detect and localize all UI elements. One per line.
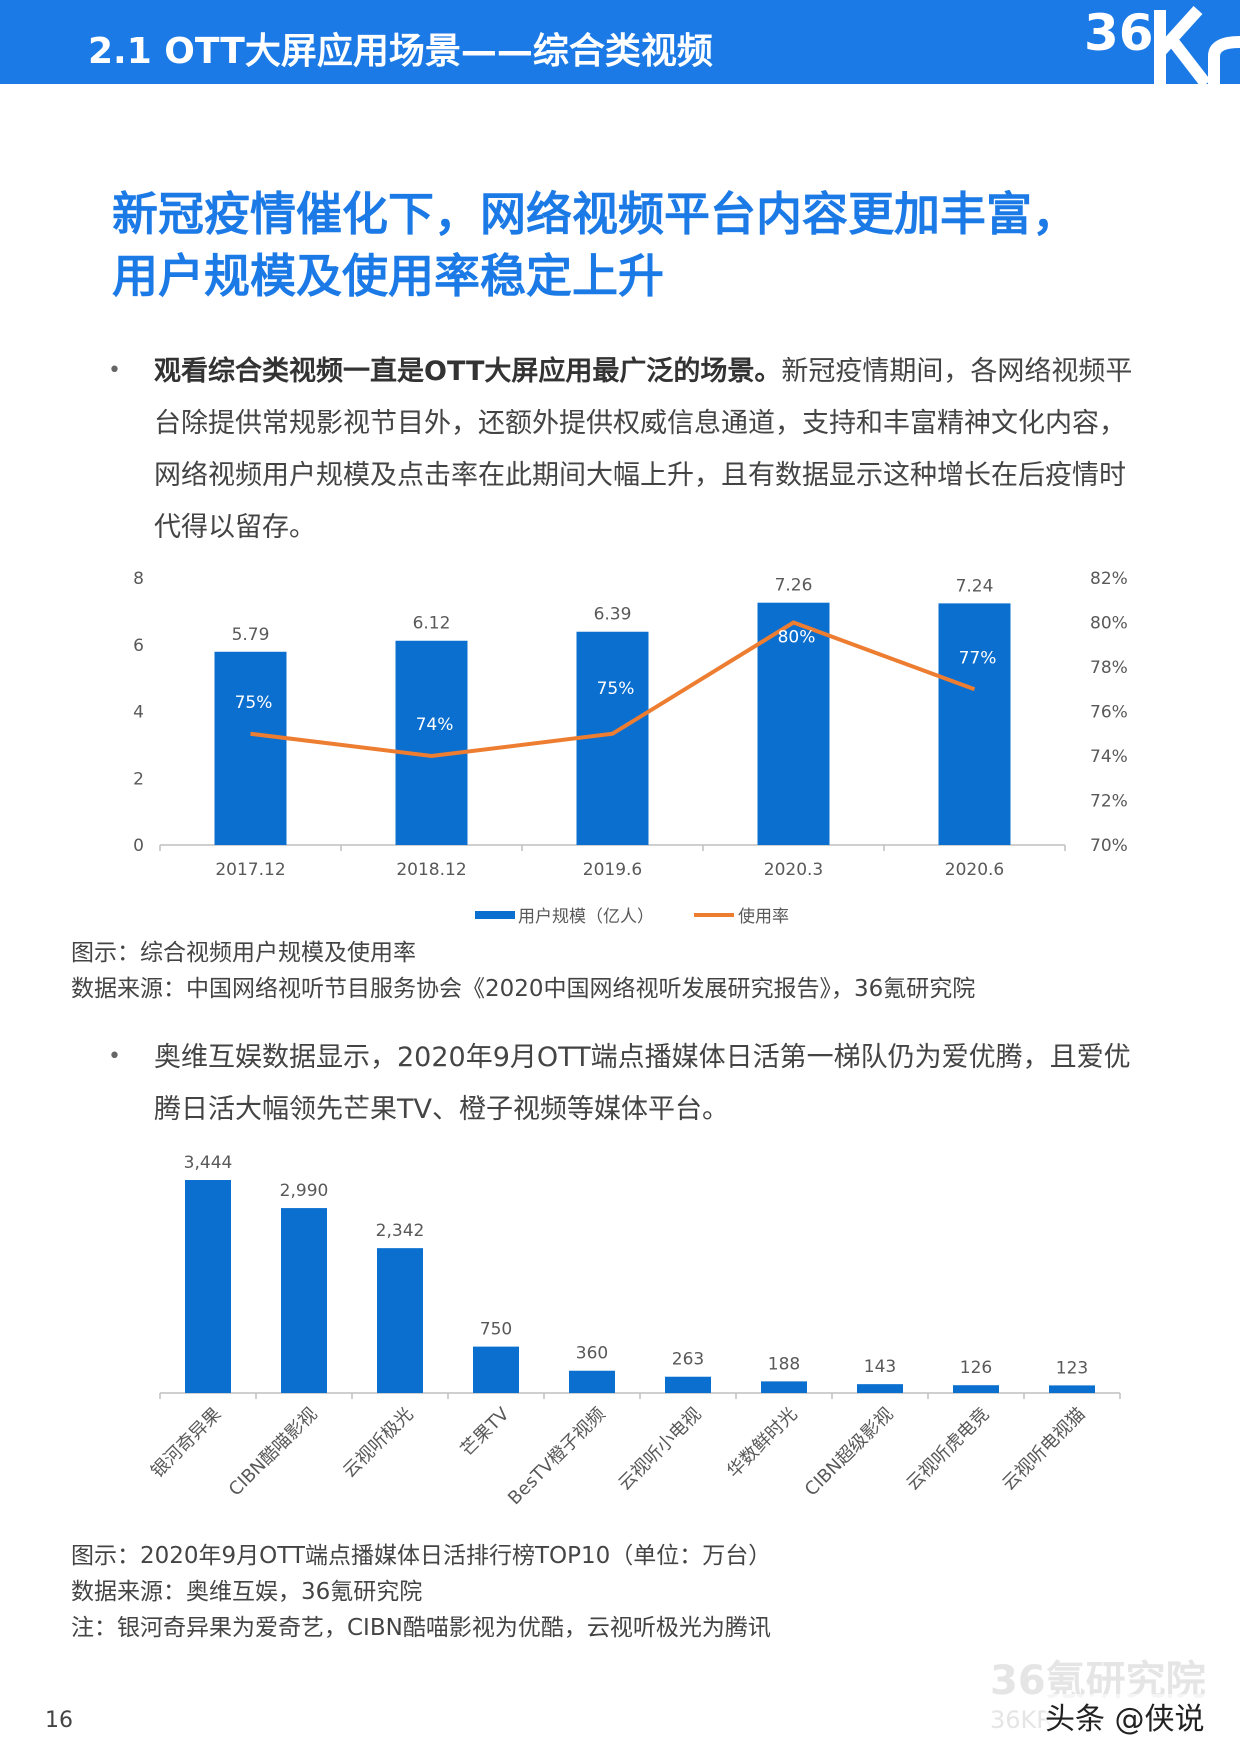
- x-category-label: 2017.12: [215, 860, 285, 880]
- watermark-sub: 36KR: [990, 1706, 1053, 1734]
- x-category-label: 2020.3: [764, 860, 823, 880]
- dau-bar: [953, 1385, 999, 1393]
- x-category-label: 2018.12: [396, 860, 466, 880]
- dau-value-label: 143: [864, 1357, 896, 1377]
- dau-bar: [665, 1376, 711, 1393]
- 36kr-logo: 36: [1084, 4, 1240, 84]
- legend-bar-swatch: [475, 911, 515, 919]
- y-left-tick-label: 2: [133, 769, 144, 789]
- platform-label: CIBN酷喵影视: [225, 1404, 322, 1501]
- platform-label: BesTV橙子视频: [504, 1404, 609, 1509]
- chart1-figure-title: 图示：综合视频用户规模及使用率: [71, 940, 416, 966]
- chart2-source: 数据来源：奥维互娱，36氪研究院: [71, 1579, 423, 1605]
- paragraph-2: 奥维互娱数据显示，2020年9月OTT端点播媒体日活第一梯队仍为爱优腾，且爱优腾…: [154, 1042, 1131, 1125]
- headline: 新冠疫情催化下，网络视频平台内容更加丰富， 用户规模及使用率稳定上升: [112, 183, 1152, 307]
- dau-value-label: 360: [576, 1344, 608, 1364]
- chart2-note: 注：银河奇异果为爱奇艺，CIBN酷喵影视为优酷，云视听极光为腾讯: [71, 1615, 771, 1641]
- dau-value-label: 2,990: [280, 1181, 329, 1201]
- x-category-label: 2020.6: [945, 860, 1004, 880]
- platform-label: 华数鲜时光: [723, 1404, 801, 1482]
- y-left-tick-label: 6: [133, 636, 144, 656]
- usage-rate-label: 80%: [778, 628, 816, 648]
- bullet-marker: •: [108, 358, 121, 383]
- usage-rate-label: 75%: [235, 693, 273, 713]
- chart2-caption: 图示：2020年9月OTT端点播媒体日活排行榜TOP10（单位：万台） 数据来源…: [71, 1538, 771, 1646]
- bar-value-label: 7.24: [956, 576, 994, 596]
- svg-text:36: 36: [1084, 4, 1154, 62]
- dau-value-label: 3,444: [184, 1153, 233, 1173]
- legend-line-label: 使用率: [738, 906, 789, 927]
- usage-rate-line: [250, 620, 976, 759]
- platform-label: 云视听电视猫: [998, 1404, 1089, 1495]
- x-category-label: 2019.6: [583, 860, 642, 880]
- user-scale-bar: [757, 602, 830, 845]
- bar-value-label: 6.12: [413, 614, 451, 634]
- y-right-tick-label: 70%: [1090, 836, 1128, 856]
- chart1-caption: 图示：综合视频用户规模及使用率 数据来源：中国网络视听节目服务协会《2020中国…: [71, 935, 975, 1007]
- y-right-tick-label: 78%: [1090, 658, 1128, 678]
- platform-label: 云视听虎电竞: [902, 1404, 993, 1495]
- dau-bar: [281, 1208, 327, 1393]
- paragraph-1-text: 新冠疫情期间，各网络视频平台除提供常规影视节目外，还额外提供权威信息通道，支持和…: [154, 356, 1133, 543]
- platform-label: CIBN超级影视: [801, 1404, 898, 1501]
- user-scale-bar: [938, 603, 1011, 845]
- user-scale-bar: [214, 651, 287, 845]
- section-title: 2.1 OTT大屏应用场景——综合类视频: [88, 31, 713, 72]
- y-left-tick-label: 0: [133, 836, 144, 856]
- y-right-tick-label: 74%: [1090, 747, 1128, 767]
- platform-label: 云视听小电视: [614, 1404, 705, 1495]
- user-scale-usage-chart: 0 2 4 6 8 70% 72% 74% 76% 78% 80% 82% 5.79 2017.12 6.1…: [133, 569, 1128, 927]
- ott-dau-ranking-chart: 3,444 银河奇异果 2,990 CIBN酷喵影视 2,342 云视听极光 750 芒果TV…: [147, 1153, 1121, 1509]
- source-tag: 头条 @侠说: [1045, 1694, 1205, 1738]
- bar-value-label: 5.79: [232, 625, 270, 645]
- dau-bar: [473, 1346, 519, 1393]
- usage-rate-label: 77%: [959, 648, 997, 668]
- platform-label: 芒果TV: [457, 1403, 514, 1460]
- dau-value-label: 2,342: [376, 1221, 425, 1241]
- chart2-figure-title: 图示：2020年9月OTT端点播媒体日活排行榜TOP10（单位：万台）: [71, 1543, 772, 1569]
- y-right-tick-label: 80%: [1090, 614, 1128, 634]
- headline-line-2: 用户规模及使用率稳定上升: [112, 249, 664, 303]
- chart1-source: 数据来源：中国网络视听节目服务协会《2020中国网络视听发展研究报告》，36氪研…: [71, 976, 976, 1002]
- usage-rate-label: 74%: [416, 715, 454, 735]
- bar-value-label: 7.26: [775, 576, 813, 596]
- dau-bar: [377, 1248, 423, 1393]
- y-left-tick-label: 4: [133, 703, 144, 723]
- headline-line-1: 新冠疫情催化下，网络视频平台内容更加丰富，: [112, 187, 1078, 241]
- paragraph-1-bold: 观看综合类视频一直是OTT大屏应用最广泛的场景。: [154, 356, 782, 387]
- dau-value-label: 123: [1056, 1358, 1088, 1378]
- platform-label: 云视听极光: [339, 1404, 417, 1482]
- page-number: 16: [45, 1708, 73, 1733]
- dau-value-label: 126: [960, 1358, 992, 1378]
- y-right-tick-label: 82%: [1090, 569, 1128, 589]
- bar-value-label: 6.39: [594, 605, 632, 625]
- dau-value-label: 188: [768, 1354, 800, 1374]
- dau-bar: [1049, 1385, 1095, 1393]
- dau-bar: [185, 1180, 231, 1393]
- bullet-marker-2: •: [108, 1044, 121, 1069]
- y-right-tick-label: 72%: [1090, 792, 1128, 812]
- usage-rate-label: 75%: [597, 679, 635, 699]
- y-left-tick-label: 8: [133, 569, 144, 589]
- dau-bar: [569, 1370, 615, 1393]
- legend-bar-label: 用户规模（亿人）: [518, 907, 654, 927]
- user-scale-bar: [395, 640, 468, 845]
- dau-bar: [857, 1384, 903, 1393]
- dau-value-label: 263: [672, 1350, 704, 1370]
- y-right-tick-label: 76%: [1090, 703, 1128, 723]
- header-bar: 2.1 OTT大屏应用场景——综合类视频 36: [0, 0, 1240, 84]
- dau-value-label: 750: [480, 1320, 512, 1340]
- paragraph-1: 观看综合类视频一直是OTT大屏应用最广泛的场景。新冠疫情期间，各网络视频平台除提…: [154, 346, 1134, 554]
- platform-label: 银河奇异果: [147, 1404, 225, 1482]
- dau-bar: [761, 1381, 807, 1393]
